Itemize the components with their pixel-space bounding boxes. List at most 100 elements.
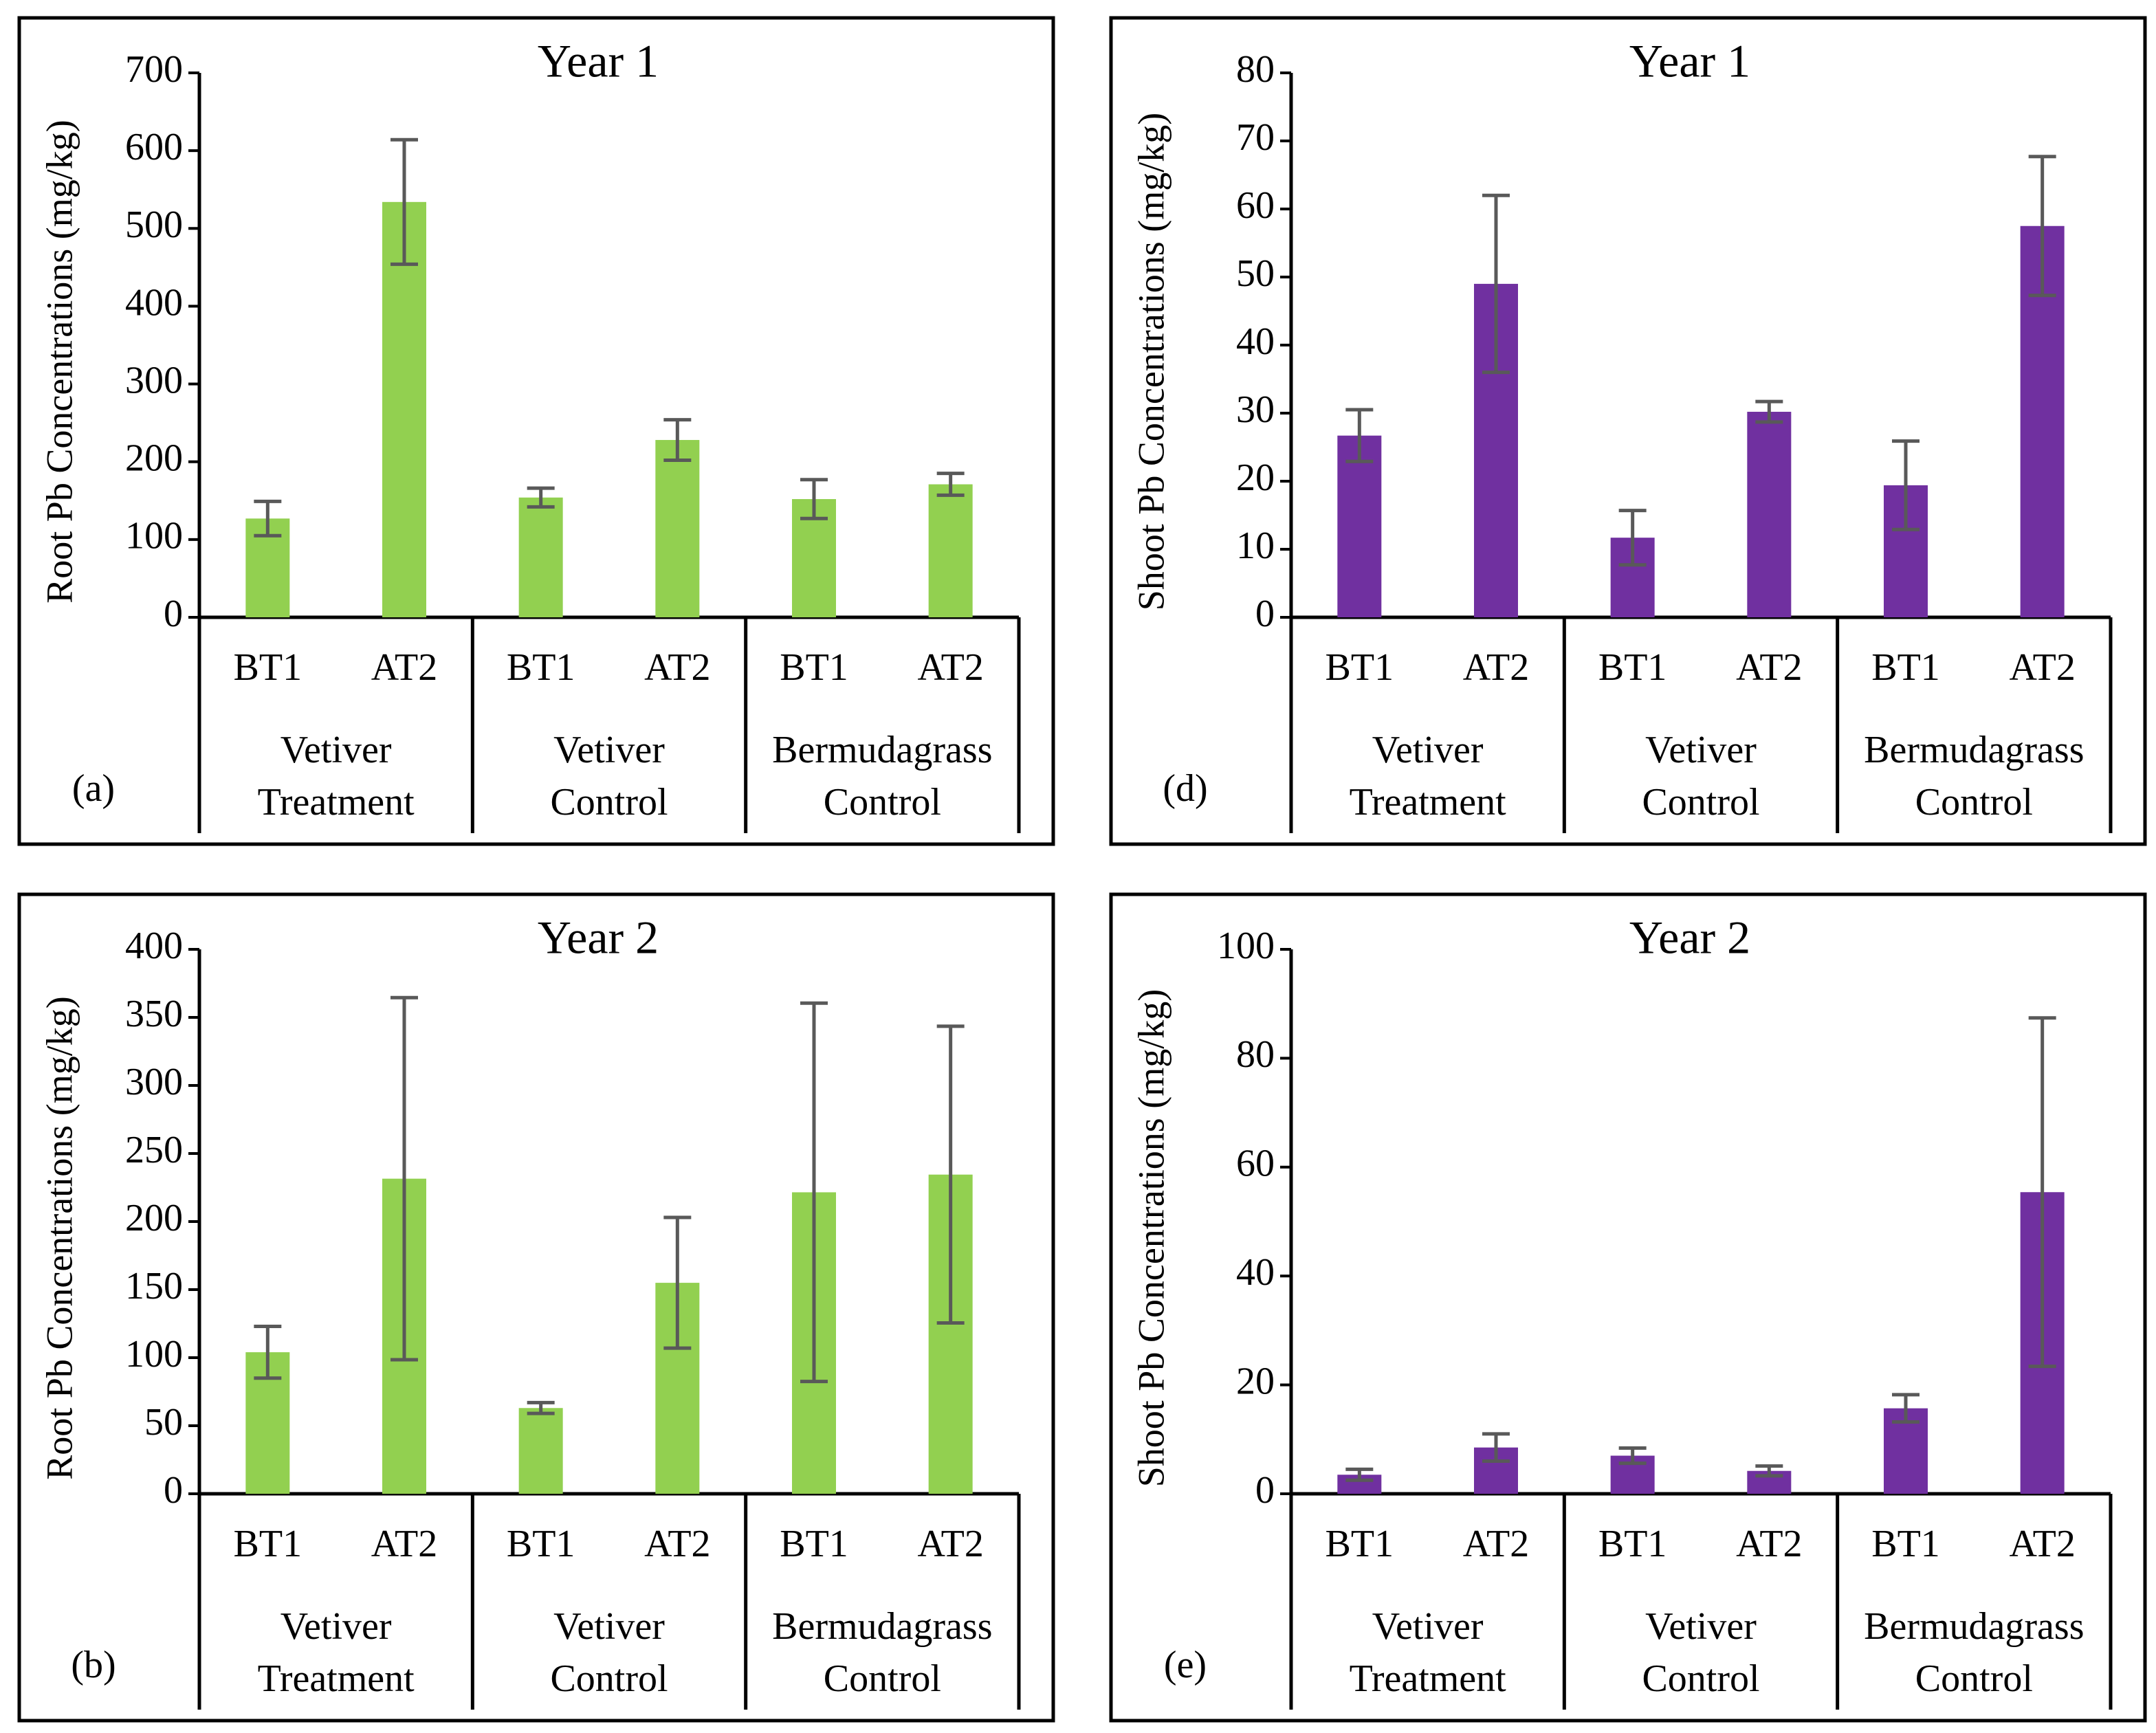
- group-label: Treatment: [258, 1657, 415, 1700]
- y-tick-label: 80: [1236, 1033, 1275, 1076]
- panel-frame: [1109, 16, 2147, 846]
- y-tick-label: 0: [164, 1469, 183, 1512]
- y-axis-label: Shoot Pb Concentrations (mg/kg): [1130, 989, 1172, 1487]
- error-bar: [1892, 1393, 1920, 1424]
- y-tick-label: 500: [125, 203, 183, 246]
- x-tick-label: AT2: [371, 646, 437, 689]
- panel-label: (a): [72, 767, 115, 810]
- x-tick-label: AT2: [2009, 646, 2075, 689]
- x-tick-label: BT1: [1326, 1523, 1394, 1565]
- error-bar: [800, 1001, 828, 1384]
- group-label: Vetiver: [553, 1605, 665, 1648]
- x-tick-label: BT1: [1871, 646, 1940, 689]
- error-bar: [936, 1024, 965, 1325]
- error-bar: [527, 486, 555, 509]
- y-tick-label: 250: [125, 1129, 183, 1171]
- error-bar: [663, 418, 692, 462]
- y-tick-label: 200: [125, 1197, 183, 1239]
- x-tick-label: BT1: [234, 1523, 302, 1565]
- x-tick-label: BT1: [1598, 646, 1667, 689]
- x-tick-label: BT1: [507, 1523, 575, 1565]
- group-label: Control: [824, 1657, 941, 1700]
- bar: [382, 201, 426, 617]
- x-tick-label: BT1: [507, 646, 575, 689]
- x-tick-label: BT1: [1598, 1523, 1667, 1565]
- x-tick-label: AT2: [917, 1523, 983, 1565]
- group-label: Vetiver: [1645, 729, 1757, 771]
- error-bar: [663, 1215, 692, 1350]
- error-bar: [1892, 439, 1920, 531]
- x-tick-label: AT2: [644, 1523, 710, 1565]
- group-label: Treatment: [1350, 1657, 1507, 1700]
- x-tick-label: BT1: [780, 1523, 848, 1565]
- y-tick-label: 400: [125, 281, 183, 324]
- y-tick-label: 80: [1236, 48, 1275, 91]
- panel-label: (e): [1164, 1644, 1207, 1686]
- group-label: Control: [550, 781, 668, 824]
- x-tick-label: BT1: [234, 646, 302, 689]
- group-label: Bermudagrass: [772, 1605, 992, 1648]
- y-tick-label: 40: [1236, 1251, 1275, 1294]
- x-tick-label: BT1: [1871, 1523, 1940, 1565]
- group-label: Vetiver: [553, 729, 665, 771]
- chart-title: Year 1: [538, 35, 659, 87]
- y-tick-label: 0: [1255, 1469, 1275, 1512]
- error-bar: [1618, 509, 1647, 567]
- error-bar: [1482, 1432, 1510, 1463]
- group-label: Treatment: [1350, 781, 1507, 824]
- error-bar: [254, 1324, 282, 1380]
- y-axis-label: Root Pb Concentrations (mg/kg): [38, 120, 80, 603]
- group-label: Bermudagrass: [772, 729, 992, 771]
- y-tick-label: 60: [1236, 1143, 1275, 1185]
- y-tick-label: 40: [1236, 320, 1275, 363]
- x-tick-label: AT2: [371, 1523, 437, 1565]
- x-tick-label: AT2: [1463, 1523, 1529, 1565]
- chart-title: Year 1: [1629, 35, 1750, 87]
- y-tick-label: 300: [125, 359, 183, 401]
- y-tick-label: 100: [125, 515, 183, 558]
- error-bar: [1755, 1464, 1783, 1478]
- bar: [518, 1408, 563, 1494]
- y-tick-label: 200: [125, 437, 183, 480]
- y-axis-label: Shoot Pb Concentrations (mg/kg): [1130, 113, 1172, 610]
- group-label: Control: [824, 781, 941, 824]
- group-label: Vetiver: [1645, 1605, 1757, 1648]
- panel: Year 1 (a) Root Pb Concentrations (mg/kg) 0…: [17, 16, 1055, 846]
- chart-title: Year 2: [538, 912, 659, 964]
- y-tick-label: 700: [125, 48, 183, 91]
- x-tick-label: AT2: [1463, 646, 1529, 689]
- error-bar: [390, 995, 418, 1362]
- panel-label: (b): [71, 1644, 116, 1686]
- y-tick-label: 70: [1236, 116, 1275, 159]
- x-tick-label: AT2: [1736, 1523, 1802, 1565]
- group-label: Bermudagrass: [1864, 729, 2084, 771]
- y-axis-label: Root Pb Concentrations (mg/kg): [38, 996, 80, 1479]
- x-tick-label: BT1: [780, 646, 848, 689]
- y-tick-label: 10: [1236, 525, 1275, 567]
- y-tick-label: 300: [125, 1061, 183, 1103]
- error-bar: [1618, 1446, 1647, 1466]
- y-tick-label: 400: [125, 925, 183, 967]
- error-bar: [2028, 1016, 2056, 1369]
- chart-title: Year 2: [1629, 912, 1750, 964]
- error-bar: [254, 499, 282, 538]
- bar: [1337, 435, 1382, 617]
- group-label: Vetiver: [1372, 729, 1484, 771]
- panel-label: (d): [1163, 767, 1207, 810]
- group-label: Vetiver: [280, 729, 392, 771]
- y-tick-label: 50: [144, 1401, 183, 1444]
- y-tick-label: 20: [1236, 456, 1275, 499]
- x-tick-label: BT1: [1326, 646, 1394, 689]
- y-tick-label: 50: [1236, 252, 1275, 295]
- y-tick-label: 0: [164, 593, 183, 635]
- y-tick-label: 0: [1255, 593, 1275, 635]
- panel-frame: [1109, 892, 2147, 1723]
- panel: Year 1 (d) Shoot Pb Concentrations (mg/kg)…: [1109, 16, 2147, 846]
- y-tick-label: 30: [1236, 388, 1275, 431]
- group-label: Control: [1915, 781, 2033, 824]
- y-tick-label: 350: [125, 993, 183, 1035]
- error-bar: [1345, 1467, 1374, 1482]
- group-label: Control: [1642, 1657, 1759, 1700]
